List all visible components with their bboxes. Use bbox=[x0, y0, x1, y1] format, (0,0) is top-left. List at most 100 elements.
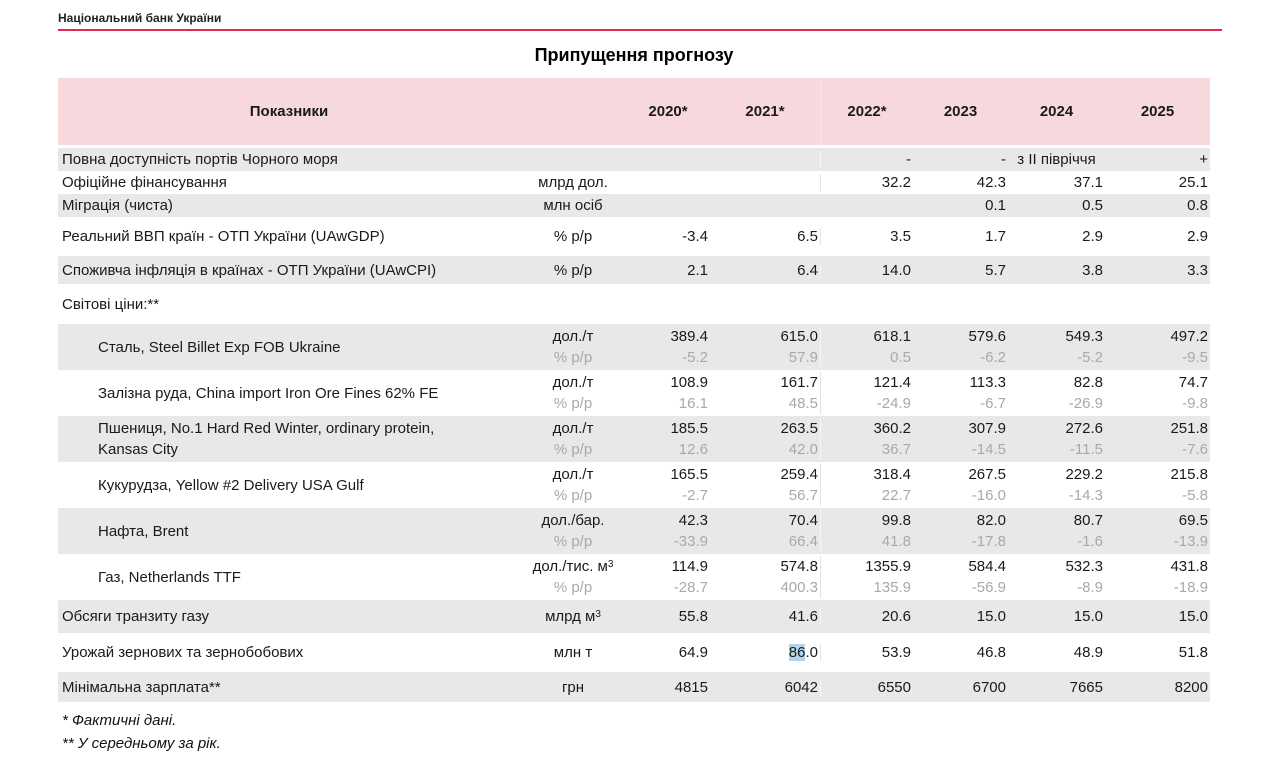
value-cell: 20.6 bbox=[820, 608, 913, 625]
table-row: Сталь, Steel Billet Exp FOB Ukraine дол./… bbox=[58, 324, 1210, 370]
row-label: Міграція (чиста) bbox=[62, 197, 173, 214]
row-unit: дол./т% р/р bbox=[552, 466, 594, 504]
value-cell: 3.8 bbox=[1082, 261, 1103, 279]
value-cell: 82.8 -26.9 bbox=[1068, 374, 1103, 412]
value-cell: - bbox=[820, 151, 913, 168]
row-label: Споживча інфляція в країнах - ОТП Україн… bbox=[62, 261, 437, 279]
value-cell: 272.6 -11.5 bbox=[1065, 420, 1103, 458]
value-cell: 1.7 bbox=[985, 228, 1006, 245]
table-row: Повна доступність портів Чорного моря - - з… bbox=[58, 148, 1210, 171]
value-cell: 80.7 -1.6 bbox=[1073, 512, 1103, 550]
value-cell: 25.1 bbox=[1178, 174, 1208, 191]
row-unit: дол./т% р/р bbox=[552, 328, 594, 366]
value-cell: 6.4 bbox=[797, 261, 818, 279]
row-label: Пшениця, No.1 Hard Red Winter, ordinary … bbox=[98, 420, 435, 458]
value-cell: 55.8 bbox=[678, 608, 708, 625]
value-cell: 14.0 bbox=[820, 261, 913, 279]
value-cell: 64.9 bbox=[678, 644, 708, 661]
org-name: Національний банк України bbox=[58, 11, 1222, 31]
row-unit: млн осіб bbox=[543, 197, 603, 214]
year-header: 2021* bbox=[745, 103, 785, 120]
row-label: Сталь, Steel Billet Exp FOB Ukraine bbox=[98, 338, 341, 356]
table-row: Газ, Netherlands TTF дол./тис. м3% р/р 114… bbox=[58, 554, 1210, 600]
value-cell: 114.9 -28.7 bbox=[671, 558, 708, 596]
value-cell: 263.5 42.0 bbox=[780, 420, 818, 458]
value-cell: 431.8 -18.9 bbox=[1170, 558, 1208, 596]
value-cell: 6550 bbox=[820, 678, 913, 696]
value-cell: 215.8 -5.8 bbox=[1170, 466, 1208, 504]
row-unit: % р/р bbox=[553, 261, 593, 279]
value-cell: 15.0 bbox=[1073, 608, 1103, 625]
assumptions-table: Показники 2020* 2021* 2022* 2023 2024 2025 По… bbox=[58, 78, 1210, 702]
page-title: Припущення прогнозу bbox=[534, 45, 734, 65]
value-cell: 41.6 bbox=[788, 608, 818, 625]
row-unit: дол./бар.% р/р bbox=[541, 512, 605, 550]
value-cell: - bbox=[1001, 151, 1006, 168]
row-label: Залізна руда, China import Iron Ore Fine… bbox=[98, 384, 439, 402]
table-row: Кукурудза, Yellow #2 Delivery USA Gulf до… bbox=[58, 462, 1210, 508]
value-cell: 307.9 -14.5 bbox=[968, 420, 1006, 458]
value-cell: 0.5 bbox=[1082, 197, 1103, 214]
value-cell: 2.1 bbox=[687, 261, 708, 279]
value-cell: 7665 bbox=[1069, 678, 1103, 696]
year-header: 2023 bbox=[943, 103, 978, 120]
footnote-actual-data: * Фактичні дані. bbox=[62, 712, 177, 729]
value-cell: 15.0 bbox=[1178, 608, 1208, 625]
value-cell: 15.0 bbox=[976, 608, 1006, 625]
table-row: Мінімальна зарплата** грн 4815 6042 6550 6700… bbox=[58, 672, 1210, 702]
text-selection-highlight: 86 bbox=[788, 644, 806, 661]
table-row: Обсяги транзиту газу млрд м3 55.8 41.6 20.6 1… bbox=[58, 600, 1210, 633]
value-cell: 42.3 bbox=[976, 174, 1006, 191]
value-cell: 579.6 -6.2 bbox=[968, 328, 1006, 366]
indicator-header: Показники bbox=[249, 103, 329, 120]
table-row: Реальний ВВП країн - ОТП України (UAwGDP… bbox=[58, 217, 1210, 256]
value-cell: 8200 bbox=[1174, 678, 1208, 696]
value-cell: 74.7 -9.8 bbox=[1178, 374, 1208, 412]
year-header: 2020* bbox=[648, 103, 688, 120]
value-cell: 2.9 bbox=[1187, 228, 1208, 245]
section-row: Світові ціни:** bbox=[58, 284, 1210, 324]
value-cell: 82.0 -17.8 bbox=[971, 512, 1006, 550]
value-cell: 46.8 bbox=[976, 644, 1006, 661]
year-header: 2024 bbox=[1039, 103, 1074, 120]
value-cell: 618.1 0.5 bbox=[820, 326, 913, 368]
value-cell: 389.4 -5.2 bbox=[670, 328, 708, 366]
footnote-average-year: ** У середньому за рік. bbox=[62, 735, 221, 752]
value-cell: 549.3 -5.2 bbox=[1065, 328, 1103, 366]
value-cell: 42.3 -33.9 bbox=[673, 512, 708, 550]
table-row: Офіційне фінансування млрд дол. 32.2 42.3 37… bbox=[58, 171, 1210, 194]
value-cell: 32.2 bbox=[820, 174, 913, 191]
value-cell: 532.3 -8.9 bbox=[1065, 558, 1103, 596]
footnotes: * Фактичні дані. ** У середньому за рік. bbox=[62, 709, 1222, 755]
row-label: Нафта, Brent bbox=[98, 522, 189, 540]
table-row: Споживча інфляція в країнах - ОТП Україн… bbox=[58, 256, 1210, 284]
table-row: Міграція (чиста) млн осіб 0.1 0.5 0.8 bbox=[58, 194, 1210, 217]
value-cell: -3.4 bbox=[682, 228, 708, 245]
superscript: 3 bbox=[595, 609, 601, 620]
row-label: Урожай зернових та зернобобових bbox=[62, 644, 304, 661]
row-unit: дол./т% р/р bbox=[552, 420, 594, 458]
table-row: Нафта, Brent дол./бар.% р/р 42.3 -33.9 70.4 6… bbox=[58, 508, 1210, 554]
value-cell: 53.9 bbox=[820, 644, 913, 661]
value-cell: 615.0 57.9 bbox=[780, 328, 818, 366]
value-cell: 185.5 12.6 bbox=[670, 420, 708, 458]
value-cell: 3.3 bbox=[1187, 261, 1208, 279]
value-cell: 6042 bbox=[784, 678, 818, 696]
value-cell: 37.1 bbox=[1073, 174, 1103, 191]
row-unit: млн т bbox=[553, 644, 593, 661]
table-body: Повна доступність портів Чорного моря - - з… bbox=[58, 148, 1210, 702]
value-cell: 4815 bbox=[674, 678, 708, 696]
value-cell: 165.5 -2.7 bbox=[670, 466, 708, 504]
value-cell: з II півріччя bbox=[1017, 151, 1096, 168]
value-cell: 70.4 66.4 bbox=[788, 512, 818, 550]
value-cell: 251.8 -7.6 bbox=[1170, 420, 1208, 458]
value-cell: 1355.9 135.9 bbox=[820, 556, 913, 598]
row-unit: дол./тис. м3% р/р bbox=[532, 558, 614, 596]
value-cell: 318.4 22.7 bbox=[820, 464, 913, 506]
row-label: Світові ціни:** bbox=[62, 295, 160, 313]
value-cell: 121.4 -24.9 bbox=[820, 372, 913, 414]
value-cell: 108.9 16.1 bbox=[670, 374, 708, 412]
row-unit: % р/р bbox=[553, 228, 593, 245]
row-label: Обсяги транзиту газу bbox=[62, 608, 210, 625]
table-row: Пшениця, No.1 Hard Red Winter, ordinary … bbox=[58, 416, 1210, 462]
